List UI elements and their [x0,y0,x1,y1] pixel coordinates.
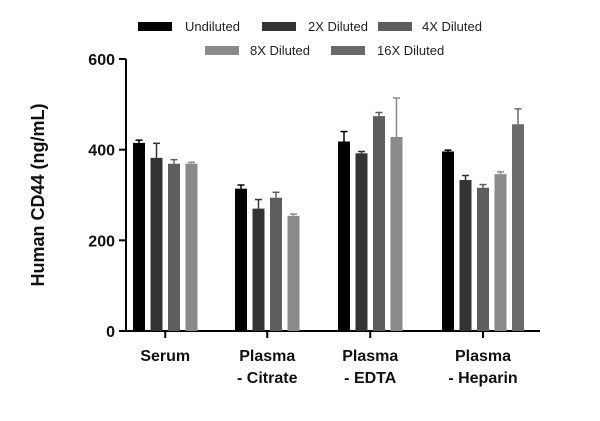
legend-swatch-undiluted [138,22,172,31]
legend-swatch-2x-diluted [262,22,296,31]
legend-swatch-8x-diluted [205,46,239,55]
x-tick-label-3-line-1: - Heparin [448,370,517,387]
bars [133,116,524,332]
legend-label-16x-diluted: 16X Diluted [377,43,444,58]
bar-3-2 [477,187,489,331]
bar-0-1 [150,157,163,331]
bar-0-2 [168,163,180,331]
legend-swatch-4x-diluted [378,22,412,31]
x-tick-label-2-line-1: - EDTA [344,370,397,387]
x-tick-label-1-line-1: - Citrate [237,370,298,387]
bar-0-3 [185,163,198,331]
y-tick-label-0: 0 [106,324,115,341]
y-axis-label: Human CD44 (ng/mL) [28,103,48,286]
bar-2-1 [355,153,368,331]
bar-3-4 [512,124,524,331]
x-tick-label-2-line-0: Plasma [342,348,398,365]
bar-3-0 [442,151,454,331]
axis-labels: 0 200 400 600 Serum Plasma - Citrate Plasma - ED… [28,52,518,387]
bar-2-2 [373,116,385,332]
error-bars [135,97,522,216]
bar-3-1 [459,180,472,331]
x-tick-label-0-line-0: Serum [140,348,190,365]
legend: Undiluted 2X Diluted 4X Diluted 8X Diluted 1… [138,19,482,58]
bar-1-1 [252,208,265,331]
y-tick-label-200: 200 [88,233,115,250]
y-tick-label-400: 400 [88,143,115,160]
bar-2-0 [338,141,350,331]
legend-label-undiluted: Undiluted [185,19,240,34]
bar-0-0 [133,142,145,331]
legend-swatch-16x-diluted [331,46,365,55]
bar-1-0 [235,188,247,331]
legend-label-2x-diluted: 2X Diluted [308,19,368,34]
bar-1-2 [270,197,282,331]
x-tick-label-2: Plasma - EDTA [342,348,398,387]
x-tick-label-3-line-0: Plasma [455,348,511,365]
bar-1-3 [287,215,300,331]
axes [119,58,540,338]
x-tick-label-1-line-0: Plasma [239,348,295,365]
bar-2-3 [390,136,403,331]
y-tick-label-600: 600 [88,52,115,69]
x-tick-label-3: Plasma - Heparin [448,348,517,387]
bar-3-3 [494,174,507,331]
legend-label-8x-diluted: 8X Diluted [250,43,310,58]
x-tick-label-0: Serum [140,348,190,365]
legend-label-4x-diluted: 4X Diluted [422,19,482,34]
x-tick-label-1: Plasma - Citrate [237,348,298,387]
